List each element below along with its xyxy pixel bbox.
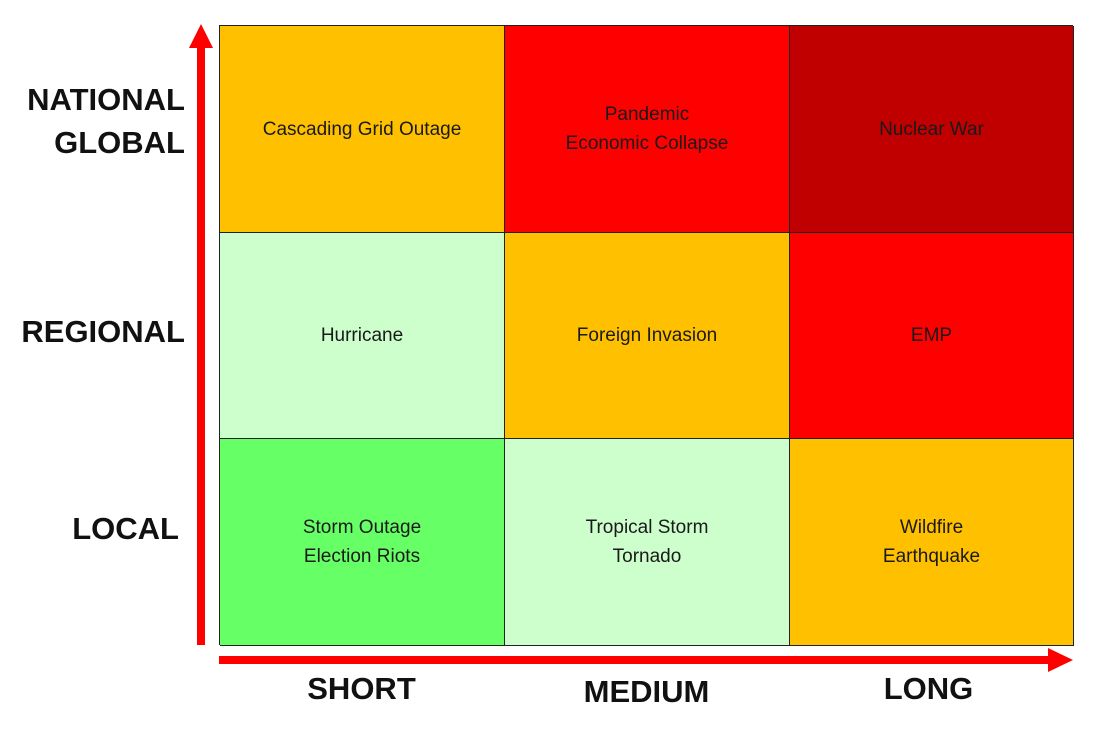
cell-line: Election Riots <box>303 546 421 567</box>
x-level-label-short: SHORT <box>307 671 416 706</box>
y-level-label-line: NATIONAL <box>27 82 185 117</box>
matrix-cell-local-medium: Tropical Storm Tornado <box>505 439 790 646</box>
matrix-cell-regional-medium: Foreign Invasion <box>505 233 790 439</box>
cell-line: Foreign Invasion <box>576 325 718 346</box>
risk-matrix: Cascading Grid Outage Pandemic Economic … <box>219 25 1074 646</box>
cell-line: Pandemic <box>604 104 690 125</box>
y-level-label-local: LOCAL <box>72 507 179 550</box>
y-level-label-line: LOCAL <box>72 511 179 546</box>
x-axis-line <box>219 656 1051 664</box>
x-level-label-long: LONG <box>883 671 974 706</box>
matrix-cell-national-medium: Pandemic Economic Collapse <box>505 26 790 233</box>
y-level-label-national-global: NATIONAL GLOBAL <box>27 78 185 164</box>
cell-line: Economic Collapse <box>565 133 729 154</box>
cell-line: Wildfire <box>899 517 964 538</box>
cell-line: Nuclear War <box>879 118 984 140</box>
cell-line: Storm Outage <box>302 517 422 538</box>
y-level-label-regional: REGIONAL <box>21 310 185 353</box>
y-level-label-line: GLOBAL <box>54 125 185 160</box>
matrix-cell-national-long: Nuclear War <box>790 26 1074 233</box>
matrix-cell-local-short: Storm Outage Election Riots <box>220 439 505 646</box>
y-axis-line <box>197 46 205 645</box>
cell-line: Cascading Grid Outage <box>262 118 462 140</box>
x-axis-arrow <box>219 648 1073 672</box>
x-level-label-medium: MEDIUM <box>583 674 710 709</box>
cell-line: Tropical Storm <box>585 517 709 538</box>
x-axis-arrowhead <box>1048 648 1073 672</box>
y-axis-arrowhead <box>189 24 213 48</box>
matrix-cell-national-short: Cascading Grid Outage <box>220 26 505 233</box>
matrix-cell-local-long: Wildfire Earthquake <box>790 439 1074 646</box>
y-level-label-line: REGIONAL <box>21 314 185 349</box>
cell-line: EMP <box>910 325 953 346</box>
y-axis-arrow <box>189 24 213 645</box>
cell-line: Tornado <box>612 546 682 567</box>
cell-line: Hurricane <box>320 325 404 346</box>
matrix-cell-regional-short: Hurricane <box>220 233 505 439</box>
cell-line: Earthquake <box>882 546 981 567</box>
matrix-cell-regional-long: EMP <box>790 233 1074 439</box>
